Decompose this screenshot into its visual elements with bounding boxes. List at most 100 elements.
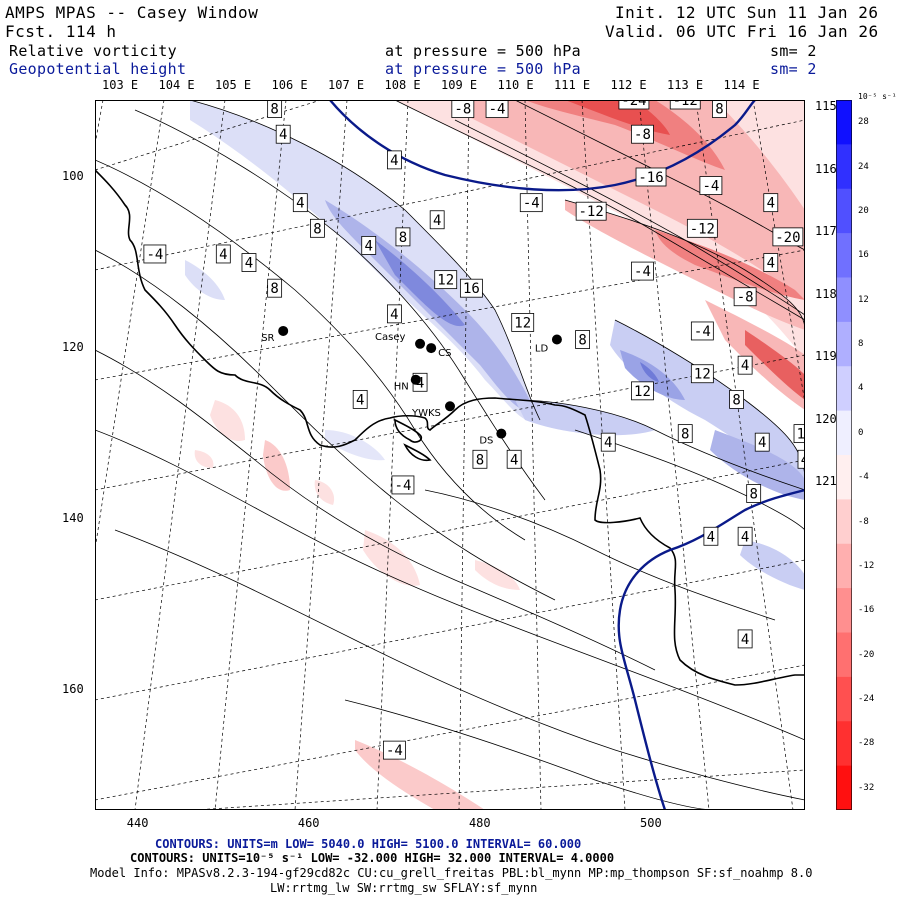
contour-label: -4 — [699, 176, 723, 195]
svg-text:4: 4 — [741, 632, 749, 648]
longitude-label: 110 E — [497, 78, 534, 92]
contour-label: 8 — [677, 424, 693, 444]
contour-label: 4 — [763, 253, 779, 272]
svg-text:16: 16 — [463, 281, 480, 297]
longitude-label: 109 E — [441, 78, 478, 92]
colorbar-bin — [836, 100, 852, 145]
coastline — [95, 169, 805, 686]
colorbar-label: -24 — [858, 694, 875, 705]
svg-text:4: 4 — [707, 529, 715, 545]
y-tick-label: 100 — [62, 168, 84, 183]
contour-label: 16 — [459, 278, 483, 298]
station-markers: SR Casey CS HN YWKS DS LD — [261, 325, 562, 447]
svg-text:8: 8 — [476, 452, 484, 468]
longitude-label: 105 E — [215, 78, 252, 92]
colorbar-label: -20 — [858, 649, 875, 660]
field-1-smooth: sm= 2 — [770, 42, 817, 60]
svg-text:12: 12 — [634, 384, 651, 400]
svg-text:-4: -4 — [386, 743, 403, 759]
vorticity-colorbar — [836, 100, 852, 810]
svg-text:-4: -4 — [395, 478, 412, 494]
station-label: YWKS — [411, 408, 441, 419]
colorbar-units: 10⁻⁵ s⁻¹ — [858, 92, 897, 101]
contour-label: 4 — [386, 150, 402, 170]
contour-label: -8 — [631, 124, 654, 144]
contour-label: 12 — [631, 381, 654, 401]
contour-label: 8 — [395, 227, 411, 247]
svg-text:-20: -20 — [775, 230, 800, 246]
model-info: Model Info: MPASv8.2.3-194-gf29cd82c CU:… — [90, 866, 813, 880]
contour-label: -4 — [631, 261, 654, 281]
contour-label: -4 — [382, 740, 406, 760]
x-tick-label: 500 — [640, 816, 662, 830]
svg-text:-8: -8 — [454, 102, 471, 118]
model-info-2: LW:rrtmg_lw SW:rrtmg_sw SFLAY:sf_mynn — [270, 881, 538, 895]
svg-text:4: 4 — [801, 452, 805, 468]
svg-text:4: 4 — [416, 375, 424, 391]
longitude-label: 107 E — [328, 78, 365, 92]
contour-label: 12 — [690, 364, 714, 384]
svg-text:8: 8 — [270, 281, 278, 297]
contour-label: 8 — [267, 100, 283, 118]
colorbar-bin — [836, 410, 852, 456]
contour-label: -4 — [519, 193, 543, 213]
contour-label: 4 — [506, 449, 522, 469]
svg-text:-4: -4 — [634, 264, 651, 280]
svg-text:4: 4 — [433, 213, 441, 229]
svg-text:-8: -8 — [634, 127, 651, 143]
colorbar-bin — [836, 144, 852, 190]
colorbar-bin — [836, 721, 852, 767]
lat-lon-grid — [95, 100, 805, 810]
svg-text:-4: -4 — [694, 324, 711, 340]
contour-label: -8 — [451, 100, 475, 118]
contour-label: -4 — [143, 244, 167, 264]
contour-label: 8 — [712, 100, 727, 118]
svg-text:4: 4 — [604, 435, 612, 451]
contour-label: -20 — [772, 227, 804, 247]
svg-text:-4: -4 — [489, 102, 506, 118]
longitude-label: 114 E — [723, 78, 760, 92]
svg-text:8: 8 — [732, 392, 740, 408]
svg-text:8: 8 — [715, 102, 723, 118]
colorbar-label: 8 — [858, 339, 864, 350]
valid-time: Valid. 06 UTC Fri 16 Jan 26 — [605, 22, 879, 41]
colorbar-label: -8 — [858, 516, 869, 527]
colorbar-bin — [836, 588, 852, 633]
contour-label: 4 — [797, 449, 805, 469]
station-marker — [496, 428, 507, 439]
svg-text:-24: -24 — [621, 100, 646, 109]
svg-text:-12: -12 — [673, 100, 698, 109]
contour-label: 4 — [754, 432, 770, 452]
contour-label: 4 — [737, 629, 753, 649]
svg-text:4: 4 — [219, 247, 227, 263]
contour-label: 4 — [600, 432, 616, 452]
longitude-label: 108 E — [384, 78, 421, 92]
colorbar-bin — [836, 321, 852, 367]
svg-text:4: 4 — [365, 238, 373, 254]
svg-text:4: 4 — [767, 256, 775, 272]
x-tick-label: 480 — [468, 816, 491, 830]
contour-label: 8 — [575, 330, 590, 349]
contour-label: 12 — [511, 313, 535, 332]
contour-label: 8 — [729, 389, 744, 409]
colorbar-bin — [836, 765, 852, 810]
svg-text:4: 4 — [279, 127, 287, 143]
contour-label: 4 — [292, 193, 308, 213]
y-tick-label: 140 — [62, 511, 84, 526]
colorbar-label: 16 — [858, 250, 869, 261]
colorbar-label: -32 — [858, 782, 875, 793]
colorbar-bin — [836, 632, 852, 678]
longitude-label: 112 E — [610, 78, 647, 92]
contour-label: 8 — [267, 278, 283, 298]
contour-label: 8 — [310, 218, 325, 238]
longitude-label: 106 E — [271, 78, 308, 92]
plot-title: AMPS MPAS -- Casey Window — [5, 3, 259, 22]
contour-label: 4 — [703, 526, 719, 546]
longitude-label: 113 E — [667, 78, 704, 92]
contour-label: 4 — [352, 389, 368, 409]
field-1-name: Relative vorticity — [9, 42, 177, 60]
colorbar-label: 0 — [858, 427, 864, 438]
svg-text:4: 4 — [296, 196, 304, 212]
contour-label: 4 — [429, 210, 445, 230]
